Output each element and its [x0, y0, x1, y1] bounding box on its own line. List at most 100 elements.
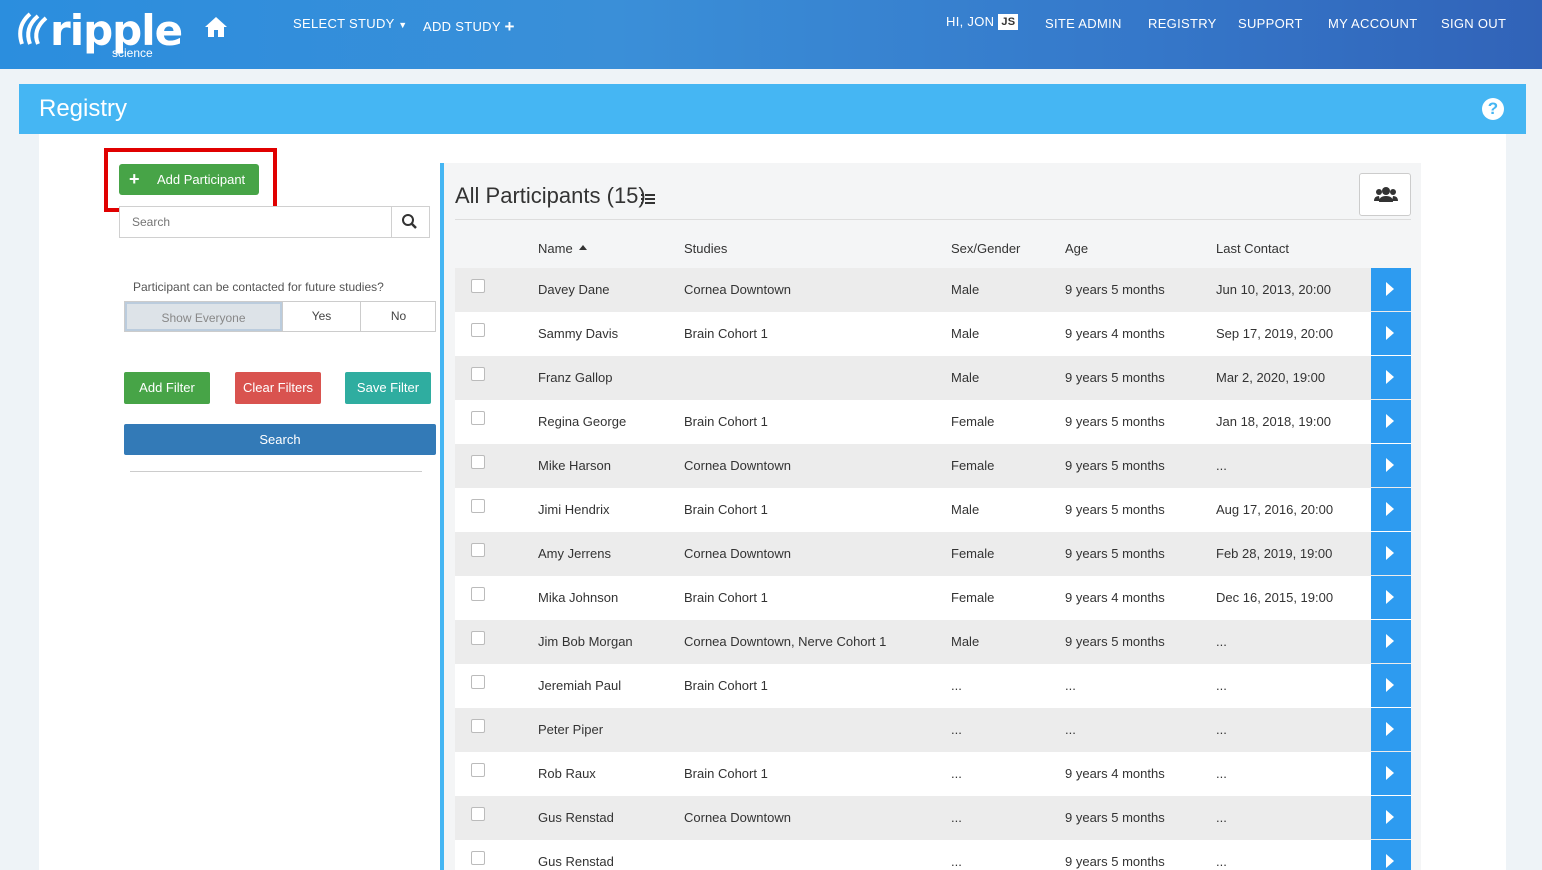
open-participant-button[interactable]	[1371, 576, 1411, 619]
open-participant-button[interactable]	[1371, 400, 1411, 443]
search-button[interactable]: Search	[124, 424, 436, 455]
participant-last-contact: Dec 16, 2015, 19:00	[1216, 590, 1334, 605]
participant-age: 9 years 5 months	[1065, 282, 1165, 297]
participant-sex: ...	[951, 722, 962, 737]
waves-icon	[18, 12, 48, 45]
open-participant-button[interactable]	[1371, 268, 1411, 311]
table-row[interactable]: Rob Raux Brain Cohort 1... 9 years 4 month…	[455, 752, 1411, 796]
table-row[interactable]: Regina George Brain Cohort 1 Female 9 years…	[455, 400, 1411, 444]
open-participant-button[interactable]	[1371, 444, 1411, 487]
play-arrow-icon	[1386, 326, 1394, 340]
participant-last-contact: ...	[1216, 458, 1227, 473]
show-everyone-option[interactable]: Show Everyone	[125, 302, 282, 331]
table-row[interactable]: Peter Piper.........	[455, 708, 1411, 752]
open-participant-button[interactable]	[1371, 708, 1411, 751]
col-name-header[interactable]: Name	[538, 241, 587, 256]
brand-sub: science	[112, 46, 153, 60]
row-checkbox[interactable]	[471, 851, 485, 865]
row-checkbox[interactable]	[471, 323, 485, 337]
row-checkbox[interactable]	[471, 631, 485, 645]
open-participant-button[interactable]	[1371, 840, 1411, 870]
table-row[interactable]: Gus Renstad Cornea Downtown... 9 years 5 m…	[455, 796, 1411, 840]
table-row[interactable]: Sammy Davis Brain Cohort 1 Male 9 years 4 m…	[455, 312, 1411, 356]
col-sex-header[interactable]: Sex/Gender	[951, 241, 1021, 256]
participant-name: Jimi Hendrix	[538, 502, 610, 517]
participant-name: Peter Piper	[538, 722, 604, 737]
play-arrow-icon	[1386, 414, 1394, 428]
open-participant-button[interactable]	[1371, 532, 1411, 575]
table-row[interactable]: Mika Johnson Brain Cohort 1 Female 9 years …	[455, 576, 1411, 620]
table-row[interactable]: Jeremiah Paul Brain Cohort 1.........	[455, 664, 1411, 708]
no-option[interactable]: No	[360, 302, 436, 331]
search-submit-button[interactable]	[391, 207, 429, 237]
participant-last-contact: Jun 10, 2013, 20:00	[1216, 282, 1331, 297]
row-checkbox[interactable]	[471, 587, 485, 601]
col-studies-header[interactable]: Studies	[684, 241, 728, 256]
table-row[interactable]: Franz Gallop Male 9 years 5 months Mar 2, 2…	[455, 356, 1411, 400]
table-row[interactable]: Davey Dane Cornea Downtown Male 9 years 5 m…	[455, 268, 1411, 312]
group-view-button[interactable]	[1359, 173, 1411, 216]
page-header-bar: Registry ?	[19, 84, 1526, 134]
add-study-link[interactable]: ADD STUDY +	[423, 16, 515, 36]
open-participant-button[interactable]	[1371, 664, 1411, 707]
participant-studies: Cornea Downtown	[684, 810, 791, 825]
row-checkbox[interactable]	[471, 367, 485, 381]
open-participant-button[interactable]	[1371, 488, 1411, 531]
participant-last-contact: Feb 28, 2019, 19:00	[1216, 546, 1333, 561]
table-row[interactable]: Mike Harson Cornea Downtown Female 9 years …	[455, 444, 1411, 488]
row-checkbox[interactable]	[471, 279, 485, 293]
participant-sex: Male	[951, 502, 980, 517]
table-row[interactable]: Jim Bob Morgan Cornea Downtown, Nerve Coh…	[455, 620, 1411, 664]
col-age-header[interactable]: Age	[1065, 241, 1089, 256]
row-checkbox[interactable]	[471, 455, 485, 469]
row-checkbox[interactable]	[471, 499, 485, 513]
row-checkbox[interactable]	[471, 763, 485, 777]
row-checkbox[interactable]	[471, 719, 485, 733]
list-view-icon[interactable]	[641, 193, 655, 205]
table-row[interactable]: Amy Jerrens Cornea Downtown Female 9 years …	[455, 532, 1411, 576]
yes-option[interactable]: Yes	[282, 302, 360, 331]
col-last-contact-header[interactable]: Last Contact	[1216, 241, 1289, 256]
help-icon[interactable]: ?	[1482, 98, 1504, 120]
participant-studies: Cornea Downtown	[684, 546, 791, 561]
my-account-link[interactable]: MY ACCOUNT	[1328, 16, 1418, 31]
sort-asc-icon	[578, 245, 587, 251]
open-participant-button[interactable]	[1371, 796, 1411, 839]
clear-filters-button[interactable]: Clear Filters	[235, 372, 321, 404]
participant-last-contact: Sep 17, 2019, 20:00	[1216, 326, 1334, 341]
participant-age: 9 years 4 months	[1065, 326, 1165, 341]
row-checkbox[interactable]	[471, 807, 485, 821]
open-participant-button[interactable]	[1371, 752, 1411, 795]
add-participant-button[interactable]: + Add Participant	[119, 164, 259, 195]
select-study-menu[interactable]: SELECT STUDY ▼	[293, 16, 408, 31]
site-admin-link[interactable]: SITE ADMIN	[1045, 16, 1122, 31]
save-filter-button[interactable]: Save Filter	[345, 372, 431, 404]
sign-out-link[interactable]: SIGN OUT	[1441, 16, 1507, 31]
participant-last-contact: Jan 18, 2018, 19:00	[1216, 414, 1331, 429]
search-input[interactable]	[120, 207, 392, 237]
home-icon[interactable]	[204, 16, 228, 38]
participant-last-contact: ...	[1216, 766, 1227, 781]
participant-studies: Brain Cohort 1	[684, 502, 768, 517]
open-participant-button[interactable]	[1371, 620, 1411, 663]
ripple-logo[interactable]: ripple science	[14, 2, 183, 62]
support-link[interactable]: SUPPORT	[1238, 16, 1303, 31]
brand-name: ripple	[50, 6, 183, 55]
open-participant-button[interactable]	[1371, 356, 1411, 399]
registry-link[interactable]: REGISTRY	[1148, 16, 1217, 31]
row-checkbox[interactable]	[471, 675, 485, 689]
open-participant-button[interactable]	[1371, 312, 1411, 355]
add-participant-label: Add Participant	[157, 172, 246, 187]
row-checkbox[interactable]	[471, 543, 485, 557]
participant-name: Jim Bob Morgan	[538, 634, 633, 649]
add-filter-button[interactable]: Add Filter	[124, 372, 210, 404]
row-checkbox[interactable]	[471, 411, 485, 425]
participant-name: Mike Harson	[538, 458, 611, 473]
play-arrow-icon	[1386, 458, 1394, 472]
top-nav: ripple science SELECT STUDY ▼ ADD STUDY …	[0, 0, 1542, 69]
table-row[interactable]: Gus Renstad... 9 years 5 months...	[455, 840, 1411, 870]
table-row[interactable]: Jimi Hendrix Brain Cohort 1 Male 9 years 5 …	[455, 488, 1411, 532]
contact-question: Participant can be contacted for future …	[133, 280, 384, 294]
user-greeting[interactable]: HI, JON JS	[946, 13, 1019, 31]
users-icon	[1374, 187, 1398, 202]
